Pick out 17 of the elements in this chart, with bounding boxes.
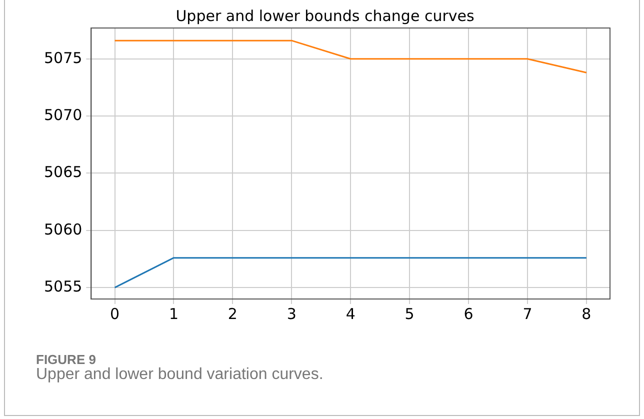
x-tick-label: 4 xyxy=(346,304,356,323)
x-tick-label: 8 xyxy=(582,304,592,323)
y-tick-label: 5075 xyxy=(44,48,82,67)
caption: FIGURE 9 xyxy=(36,352,96,367)
chart-title: Upper and lower bounds change curves xyxy=(176,6,474,25)
y-tick-label: 5065 xyxy=(44,163,82,182)
x-tick-label: 0 xyxy=(110,304,120,323)
x-tick-label: 2 xyxy=(228,304,238,323)
text: Upper and lower bound variation curves. xyxy=(36,366,324,384)
x-tick-label: 3 xyxy=(286,304,296,323)
x-tick-label: 5 xyxy=(404,304,414,323)
x-tick-label: 1 xyxy=(168,304,178,323)
x-tick-label: 7 xyxy=(522,304,532,323)
y-tick-label: 5060 xyxy=(44,220,82,238)
y-tick-label: 5070 xyxy=(44,106,82,124)
y-tick-label: 5055 xyxy=(44,277,82,296)
x-tick-label: 6 xyxy=(464,304,474,323)
